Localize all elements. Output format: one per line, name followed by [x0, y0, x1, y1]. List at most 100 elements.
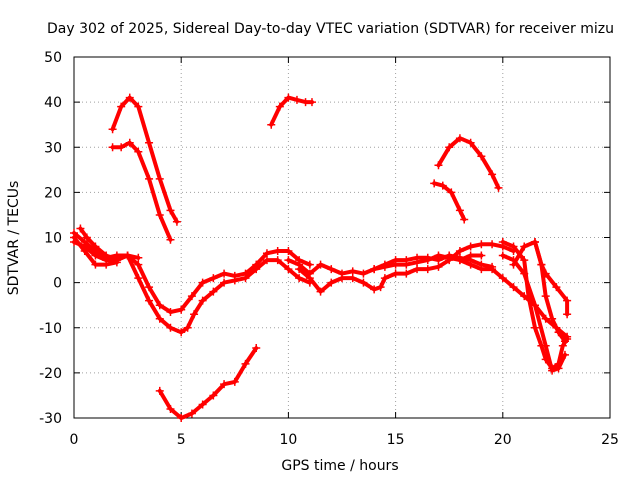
data-point — [198, 278, 207, 287]
data-point — [327, 278, 336, 287]
data-point — [252, 344, 261, 353]
data-point — [370, 285, 379, 294]
data-point — [447, 188, 456, 197]
series-arc-16 — [511, 240, 567, 344]
series-arc-5 — [110, 95, 179, 224]
data-point — [80, 247, 89, 256]
data-point — [134, 147, 143, 156]
data-point — [348, 267, 357, 276]
data-point — [316, 260, 325, 269]
data-point — [145, 283, 154, 292]
data-point — [488, 170, 497, 179]
data-point — [466, 260, 475, 269]
grid — [74, 57, 610, 418]
x-tick-label: 0 — [70, 432, 79, 448]
data-point — [552, 283, 561, 292]
data-point — [455, 247, 464, 256]
data-point — [273, 256, 282, 265]
data-point — [155, 386, 164, 395]
data-point — [488, 265, 497, 274]
data-point — [145, 174, 154, 183]
y-tick-label: -10 — [39, 321, 62, 337]
data-point — [548, 314, 557, 323]
y-tick-label: 50 — [44, 50, 62, 66]
data-point — [262, 256, 271, 265]
data-point — [145, 138, 154, 147]
data-point — [220, 278, 229, 287]
data-point — [509, 256, 518, 265]
y-tick-label: 10 — [44, 231, 62, 247]
data-point — [123, 251, 132, 260]
data-point — [466, 242, 475, 251]
data-point — [477, 251, 486, 260]
data-point — [498, 251, 507, 260]
data-point — [91, 242, 100, 251]
data-point — [305, 260, 314, 269]
data-point — [76, 224, 85, 233]
data-point — [563, 296, 572, 305]
data-point — [262, 249, 271, 258]
data-point — [359, 278, 368, 287]
data-point — [359, 269, 368, 278]
x-axis-label: GPS time / hours — [281, 458, 398, 474]
data-point — [252, 265, 261, 274]
y-tick-label: 20 — [44, 185, 62, 201]
data-point — [134, 274, 143, 283]
data-point — [155, 314, 164, 323]
series-arc-6-markers — [108, 138, 175, 244]
data-point — [134, 102, 143, 111]
data-point — [166, 206, 175, 215]
data-point — [305, 274, 314, 283]
data-point — [498, 274, 507, 283]
data-point — [541, 292, 550, 301]
data-point — [402, 260, 411, 269]
data-point — [209, 274, 218, 283]
data-point — [477, 265, 486, 274]
data-point — [166, 323, 175, 332]
data-point — [434, 251, 443, 260]
data-point — [155, 301, 164, 310]
data-point — [348, 274, 357, 283]
chart-title: Day 302 of 2025, Sidereal Day-to-day VTE… — [47, 21, 614, 37]
data-point — [134, 260, 143, 269]
data-point — [230, 377, 239, 386]
data-point — [284, 256, 293, 265]
data-point — [530, 323, 539, 332]
data-point — [183, 323, 192, 332]
data-point — [558, 341, 567, 350]
data-point — [307, 98, 316, 107]
data-point — [455, 206, 464, 215]
data-point — [520, 242, 529, 251]
series-arc-13-markers — [434, 134, 503, 192]
data-point — [509, 283, 518, 292]
x-tick-label: 10 — [279, 432, 297, 448]
y-tick-label: 0 — [53, 276, 62, 292]
data-point — [413, 265, 422, 274]
data-point — [548, 366, 557, 375]
data-point — [125, 93, 134, 102]
series-arc-10 — [297, 242, 516, 294]
y-tick-label: 40 — [44, 95, 62, 111]
data-point — [554, 328, 563, 337]
data-point — [498, 238, 507, 247]
data-point — [380, 274, 389, 283]
data-point — [477, 152, 486, 161]
series-arc-1-markers — [70, 228, 314, 316]
data-point — [466, 138, 475, 147]
data-point — [177, 414, 186, 422]
data-point — [434, 262, 443, 271]
data-point — [190, 310, 199, 319]
data-point — [166, 404, 175, 413]
data-point — [91, 260, 100, 269]
data-point — [284, 265, 293, 274]
data-point — [376, 283, 385, 292]
data-point — [466, 251, 475, 260]
data-point — [537, 260, 546, 269]
y-tick-label: 30 — [44, 140, 62, 156]
data-point — [380, 262, 389, 271]
series-arc-10-markers — [295, 240, 518, 296]
series-arc-14-markers — [455, 256, 572, 341]
data-point — [423, 265, 432, 274]
data-point — [155, 210, 164, 219]
